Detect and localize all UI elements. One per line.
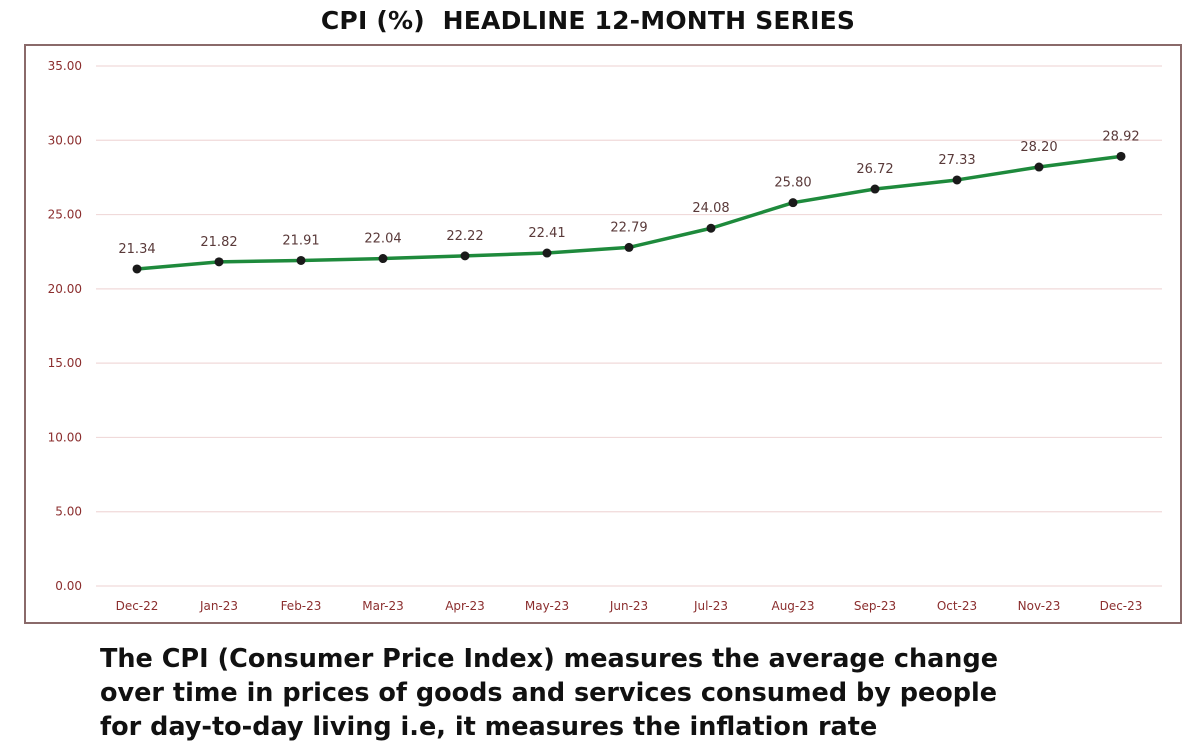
data-point bbox=[542, 248, 552, 258]
data-point bbox=[378, 254, 388, 264]
data-label: 21.91 bbox=[282, 233, 319, 248]
x-tick-label: Aug-23 bbox=[771, 599, 814, 613]
grid-lines bbox=[96, 65, 1162, 587]
data-label: 27.33 bbox=[938, 153, 975, 168]
data-point bbox=[1034, 162, 1044, 172]
x-tick-label: Feb-23 bbox=[281, 599, 322, 613]
caption-line: for day-to-day living i.e, it measures t… bbox=[100, 712, 878, 742]
y-tick-label: 25.00 bbox=[48, 208, 82, 222]
caption: The CPI (Consumer Price Index) measures … bbox=[100, 642, 1160, 744]
x-tick-label: Dec-22 bbox=[116, 599, 159, 613]
x-axis-ticks: Dec-22 Jan-23 Feb-23 Mar-23 Apr-23 May-23 Jun-… bbox=[116, 599, 1143, 613]
y-tick-label: 30.00 bbox=[48, 133, 82, 147]
data-point bbox=[706, 223, 716, 233]
x-tick-label: Oct-23 bbox=[937, 599, 977, 613]
data-point bbox=[132, 264, 142, 274]
y-axis-ticks: 0.00 5.00 10.00 15.00 20.00 25.00 30.00 35.00 bbox=[48, 59, 82, 593]
y-tick-label: 10.00 bbox=[48, 430, 82, 444]
data-label: 22.79 bbox=[610, 220, 647, 235]
x-tick-label: Jun-23 bbox=[609, 599, 648, 613]
data-label: 26.72 bbox=[856, 162, 893, 177]
data-point bbox=[296, 255, 306, 265]
data-label: 24.08 bbox=[692, 201, 729, 216]
x-tick-label: May-23 bbox=[525, 599, 569, 613]
x-tick-label: Dec-23 bbox=[1100, 599, 1143, 613]
x-tick-label: Sep-23 bbox=[854, 599, 896, 613]
data-label: 28.92 bbox=[1102, 129, 1139, 144]
data-point bbox=[1116, 151, 1126, 161]
data-label: 22.04 bbox=[364, 232, 401, 247]
data-label: 25.80 bbox=[774, 176, 811, 191]
caption-line: The CPI (Consumer Price Index) measures … bbox=[100, 644, 999, 674]
data-point bbox=[624, 242, 634, 252]
caption-line: over time in prices of goods and service… bbox=[100, 678, 998, 708]
y-tick-label: 5.00 bbox=[55, 505, 82, 519]
y-tick-label: 0.00 bbox=[55, 579, 82, 593]
data-label: 21.34 bbox=[118, 242, 155, 257]
data-label: 21.82 bbox=[200, 235, 237, 250]
data-markers bbox=[132, 151, 1126, 274]
series-line bbox=[135, 154, 1123, 271]
y-tick-label: 15.00 bbox=[48, 356, 82, 370]
line-chart: 0.00 5.00 10.00 15.00 20.00 25.00 30.00 35.00 D… bbox=[48, 59, 1162, 613]
data-label: 22.22 bbox=[446, 229, 483, 244]
chart-frame: 0.00 5.00 10.00 15.00 20.00 25.00 30.00 35.00 D… bbox=[24, 44, 1182, 624]
x-tick-label: Apr-23 bbox=[445, 599, 485, 613]
data-label: 28.20 bbox=[1020, 140, 1057, 155]
chart-title: CPI (%) HEADLINE 12-MONTH SERIES bbox=[320, 6, 856, 35]
data-point bbox=[870, 184, 880, 194]
y-tick-label: 35.00 bbox=[48, 59, 82, 73]
x-tick-label: Jan-23 bbox=[199, 599, 238, 613]
series-cpi bbox=[135, 154, 1123, 271]
data-point bbox=[214, 257, 224, 267]
x-tick-label: Jul-23 bbox=[693, 599, 728, 613]
data-label: 22.41 bbox=[528, 226, 565, 241]
x-tick-label: Mar-23 bbox=[362, 599, 403, 613]
data-point bbox=[788, 198, 798, 208]
data-point bbox=[952, 175, 962, 185]
y-tick-label: 20.00 bbox=[48, 282, 82, 296]
data-labels: 21.34 21.82 21.91 22.04 22.22 22.41 22.79 24.08… bbox=[118, 129, 1139, 257]
x-tick-label: Nov-23 bbox=[1018, 599, 1061, 613]
data-point bbox=[460, 251, 470, 261]
